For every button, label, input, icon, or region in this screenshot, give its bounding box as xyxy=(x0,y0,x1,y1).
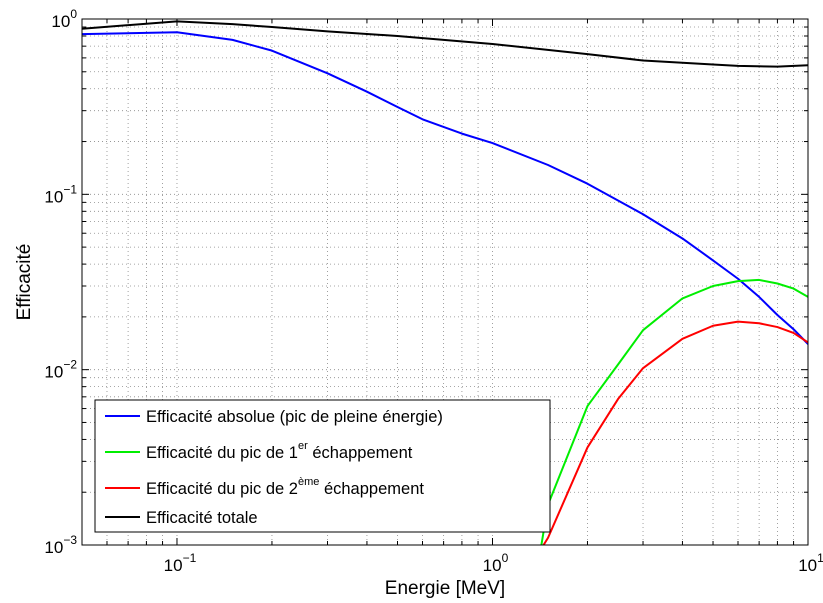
legend-entry-0: Efficacité absolue (pic de pleine énergi… xyxy=(146,408,443,426)
y-tick-label: 10−1 xyxy=(44,182,77,206)
legend-entry-2: Efficacité du pic de 2ème échappement xyxy=(146,476,424,498)
series-line-2 xyxy=(542,320,808,545)
series-line-3 xyxy=(82,20,808,68)
series-line-1 xyxy=(540,278,808,545)
legend-box xyxy=(94,399,551,533)
y-axis-label: Efficacité xyxy=(14,244,35,321)
plot-frame xyxy=(81,18,809,546)
x-tick-label: 100 xyxy=(483,551,509,575)
axis-ticks xyxy=(82,19,808,545)
x-axis-label: Energie [MeV] xyxy=(385,578,505,599)
series-lines xyxy=(82,20,808,545)
y-tick-label: 10−2 xyxy=(44,358,77,382)
legend-entry-3: Efficacité totale xyxy=(146,509,258,527)
x-tick-label: 101 xyxy=(798,551,823,575)
series-line-0 xyxy=(82,31,808,346)
major-gridlines xyxy=(82,19,808,545)
y-tick-label: 10−3 xyxy=(44,533,77,557)
x-tick-label: 10−1 xyxy=(164,551,197,575)
tick-labels: 10−1 100 101 10−3 10−2 10−1 100 xyxy=(44,7,823,575)
legend: Efficacité absolue (pic de pleine énergi… xyxy=(94,399,551,533)
legend-entry-1: Efficacité du pic de 1er échappement xyxy=(146,440,413,462)
y-tick-label: 100 xyxy=(51,7,77,31)
